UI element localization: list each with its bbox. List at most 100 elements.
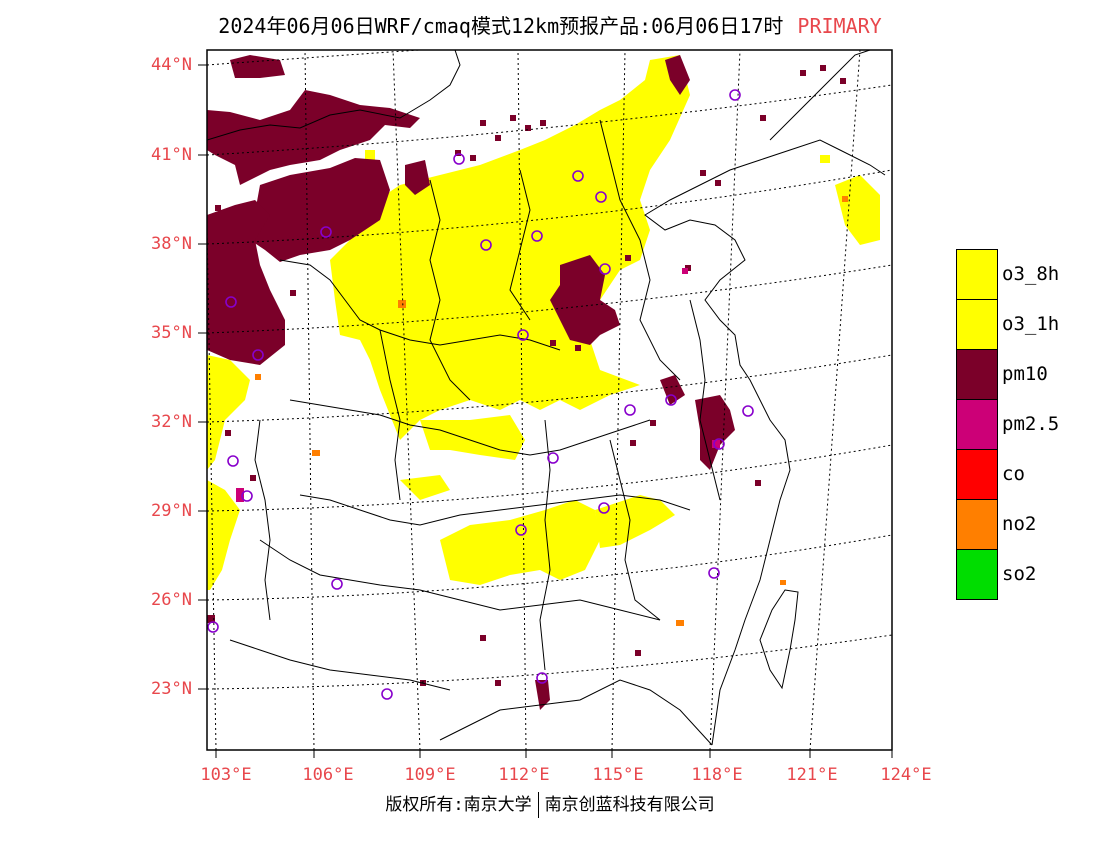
lon-label-112: 112°E — [498, 765, 550, 785]
lat-label-35: 35°N — [151, 323, 192, 343]
legend-label: pm10 — [1002, 363, 1048, 385]
lon-label-103: 103°E — [200, 765, 252, 785]
station-marker — [515, 524, 527, 536]
pm10-pixel — [550, 340, 556, 346]
station-marker — [547, 452, 559, 464]
province-line — [279, 259, 561, 351]
pm10-pixel — [480, 120, 486, 126]
lon-label-109: 109°E — [404, 765, 456, 785]
pm10-region-jiangsu — [695, 395, 735, 470]
station-marker — [241, 490, 253, 502]
o3-region-north-china — [330, 55, 690, 440]
island-taiwan — [759, 589, 799, 690]
pm10-region-guangdong — [535, 680, 550, 710]
coastline — [439, 139, 886, 746]
province-line — [689, 299, 721, 501]
no2-pixel — [312, 450, 320, 456]
station-marker — [207, 621, 219, 633]
parallel-23N — [207, 634, 892, 690]
station-marker — [708, 567, 720, 579]
pm25-no2-pixel-layer — [236, 196, 848, 626]
station-marker — [225, 296, 237, 308]
lon-label-121: 121°E — [786, 765, 838, 785]
pm25-pixel — [682, 268, 688, 274]
pm10-region-shanxi — [405, 160, 430, 195]
lat-label-26: 26°N — [151, 590, 192, 610]
station-marker — [599, 263, 611, 275]
station-marker — [480, 239, 492, 251]
meridian-109E — [392, 50, 421, 750]
o3-region-jiangxi — [440, 500, 600, 585]
map-frame — [206, 49, 893, 751]
legend-swatch — [956, 449, 998, 500]
legend-swatch — [956, 549, 998, 600]
pm10-pixel — [635, 650, 641, 656]
pm10-pixel — [800, 70, 806, 76]
pm10-region-gansu — [207, 200, 285, 365]
province-line — [299, 494, 691, 526]
legend-swatch — [956, 499, 998, 550]
station-marker — [572, 170, 584, 182]
copyright-right: 南京创蓝科技有限公司 — [544, 795, 715, 815]
boundary-layer — [207, 50, 886, 746]
pm10-pixel — [250, 475, 256, 481]
pm10-pixel — [840, 78, 846, 84]
pm10-pixel — [290, 290, 296, 296]
pm10-region-inner-mongolia — [207, 90, 420, 185]
pm10-pixel — [510, 115, 516, 121]
station-marker — [729, 89, 741, 101]
pm10-region-top — [230, 55, 285, 78]
lat-label-29: 29°N — [151, 501, 192, 521]
o3-region-liaoning — [835, 175, 880, 245]
pm10-pixel — [650, 420, 656, 426]
lat-label-44: 44°N — [151, 55, 192, 75]
o3-spot — [820, 155, 830, 163]
station-marker — [381, 688, 393, 700]
copyright-left: 版权所有:南京大学 — [385, 795, 532, 815]
legend-swatch — [956, 349, 998, 400]
pm10-pixel — [630, 440, 636, 446]
meridian-103E — [207, 195, 217, 750]
station-marker — [252, 349, 264, 361]
pm10-pixel — [215, 205, 221, 211]
o3-region-west-2 — [400, 475, 450, 500]
no2-pixel — [780, 580, 786, 585]
station-marker — [665, 394, 677, 406]
o3-region-west — [207, 355, 250, 470]
legend-swatch — [956, 249, 998, 300]
pm10-pixel — [755, 480, 761, 486]
station-marker — [331, 578, 343, 590]
tick-marks — [198, 64, 893, 758]
title-tag: PRIMARY — [797, 14, 882, 38]
station-marker — [517, 329, 529, 341]
legend-swatch — [956, 399, 998, 450]
province-line — [254, 419, 271, 621]
lon-label-106: 106°E — [302, 765, 354, 785]
station-marker — [227, 455, 239, 467]
station-marker — [536, 672, 548, 684]
coastline-northeast — [769, 50, 871, 141]
legend-label: so2 — [1002, 563, 1037, 585]
pm10-pixel — [715, 180, 721, 186]
meridian-106E — [304, 50, 315, 750]
legend-label: o3_8h — [1002, 263, 1060, 285]
lon-label-115: 115°E — [592, 765, 644, 785]
pm10-pixel — [480, 635, 486, 641]
no2-pixel — [255, 374, 261, 380]
pm25-pixel — [712, 440, 720, 448]
pm25-pixel — [236, 488, 244, 502]
meridian-118E — [709, 50, 741, 750]
legend-label: o3_1h — [1002, 313, 1060, 335]
pm10-region-northeast — [665, 55, 690, 95]
station-marker — [595, 191, 607, 203]
no2-pixel — [398, 300, 406, 308]
map-content — [207, 50, 892, 750]
lon-label-124: 124°E — [880, 765, 932, 785]
map-title: 2024年06月06日WRF/cmaq模式12km预报产品:06月06日17时 P… — [0, 10, 1100, 39]
station-marker — [713, 438, 725, 450]
province-line — [259, 539, 661, 621]
legend-swatch — [956, 299, 998, 350]
meridian-112E — [517, 50, 527, 750]
meridian-121E — [809, 50, 861, 750]
